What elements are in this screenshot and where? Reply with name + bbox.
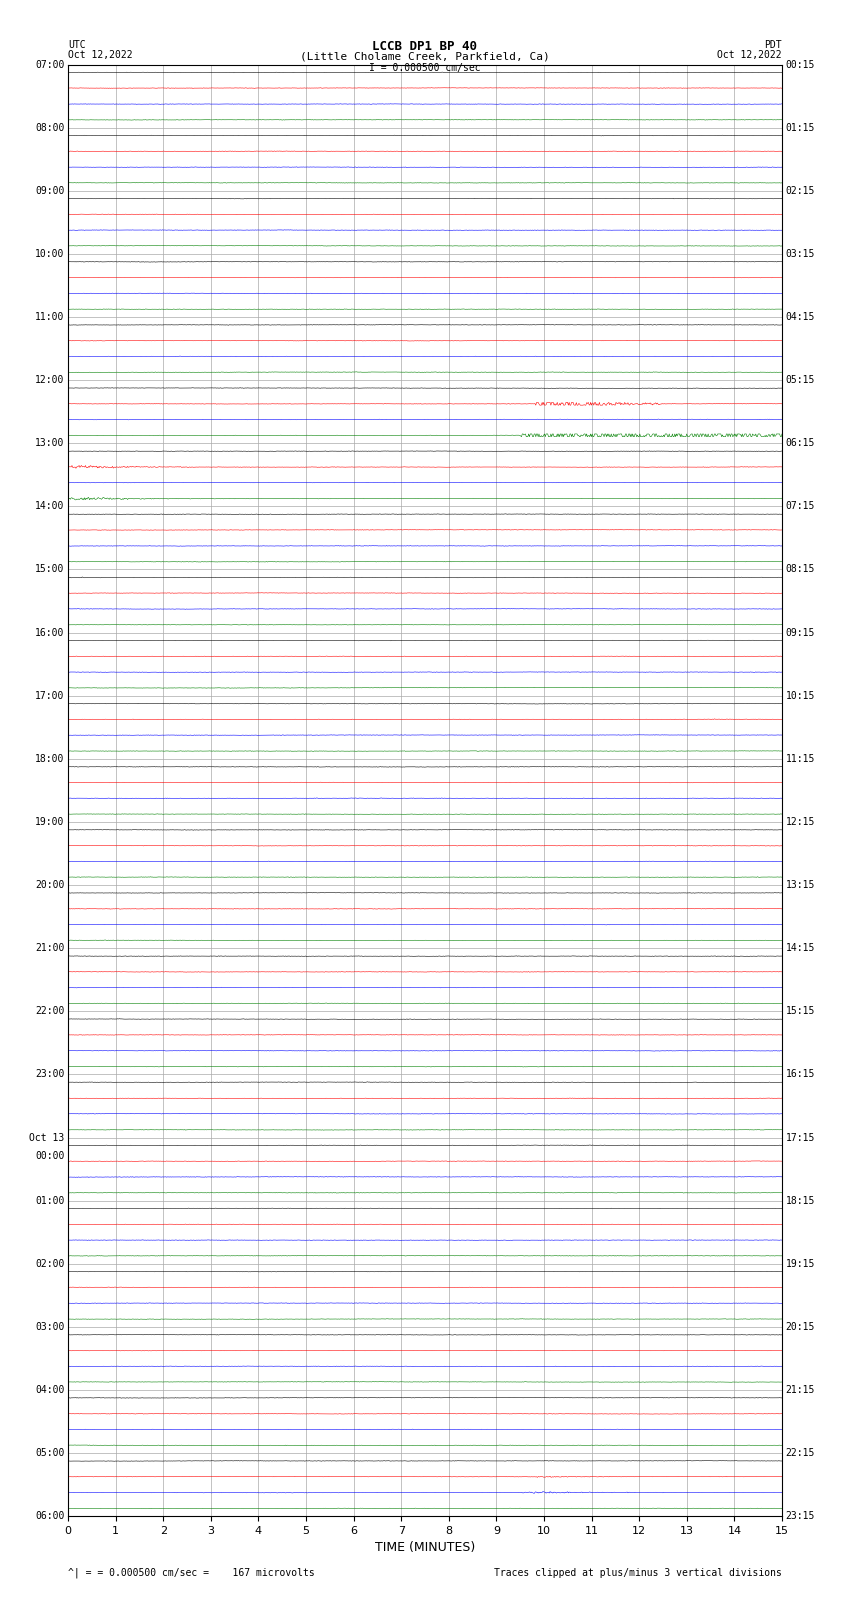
Text: 10:15: 10:15 <box>785 690 815 700</box>
Text: 01:00: 01:00 <box>35 1195 65 1205</box>
Text: LCCB DP1 BP 40: LCCB DP1 BP 40 <box>372 40 478 53</box>
Text: 19:15: 19:15 <box>785 1258 815 1269</box>
Text: 17:00: 17:00 <box>35 690 65 700</box>
Text: 02:00: 02:00 <box>35 1258 65 1269</box>
Text: 07:00: 07:00 <box>35 60 65 69</box>
Text: 14:00: 14:00 <box>35 502 65 511</box>
Text: 05:00: 05:00 <box>35 1448 65 1458</box>
Text: 23:00: 23:00 <box>35 1069 65 1079</box>
Text: 12:00: 12:00 <box>35 376 65 386</box>
Text: 03:00: 03:00 <box>35 1323 65 1332</box>
Text: 15:00: 15:00 <box>35 565 65 574</box>
Text: 03:15: 03:15 <box>785 248 815 258</box>
Text: 13:00: 13:00 <box>35 439 65 448</box>
Text: 18:15: 18:15 <box>785 1195 815 1205</box>
Text: 05:15: 05:15 <box>785 376 815 386</box>
Text: 10:00: 10:00 <box>35 248 65 258</box>
X-axis label: TIME (MINUTES): TIME (MINUTES) <box>375 1542 475 1555</box>
Text: 06:00: 06:00 <box>35 1511 65 1521</box>
Text: I = 0.000500 cm/sec: I = 0.000500 cm/sec <box>369 63 481 73</box>
Text: Traces clipped at plus/minus 3 vertical divisions: Traces clipped at plus/minus 3 vertical … <box>494 1568 782 1578</box>
Text: 04:00: 04:00 <box>35 1386 65 1395</box>
Text: 12:15: 12:15 <box>785 816 815 827</box>
Text: (Little Cholame Creek, Parkfield, Ca): (Little Cholame Creek, Parkfield, Ca) <box>300 52 550 61</box>
Text: 02:15: 02:15 <box>785 185 815 195</box>
Text: 00:00: 00:00 <box>35 1152 65 1161</box>
Text: Oct 13: Oct 13 <box>29 1132 65 1142</box>
Text: 20:15: 20:15 <box>785 1323 815 1332</box>
Text: 16:15: 16:15 <box>785 1069 815 1079</box>
Text: 09:15: 09:15 <box>785 627 815 637</box>
Text: 08:15: 08:15 <box>785 565 815 574</box>
Text: 16:00: 16:00 <box>35 627 65 637</box>
Text: 23:15: 23:15 <box>785 1511 815 1521</box>
Text: 13:15: 13:15 <box>785 881 815 890</box>
Text: UTC: UTC <box>68 40 86 50</box>
Text: 21:15: 21:15 <box>785 1386 815 1395</box>
Text: 04:15: 04:15 <box>785 311 815 323</box>
Text: 20:00: 20:00 <box>35 881 65 890</box>
Text: 18:00: 18:00 <box>35 753 65 765</box>
Text: 06:15: 06:15 <box>785 439 815 448</box>
Text: 07:15: 07:15 <box>785 502 815 511</box>
Text: 15:15: 15:15 <box>785 1007 815 1016</box>
Text: 08:00: 08:00 <box>35 123 65 132</box>
Text: 22:00: 22:00 <box>35 1007 65 1016</box>
Text: 17:15: 17:15 <box>785 1132 815 1142</box>
Text: 01:15: 01:15 <box>785 123 815 132</box>
Text: Oct 12,2022: Oct 12,2022 <box>717 50 782 60</box>
Text: 09:00: 09:00 <box>35 185 65 195</box>
Text: 11:15: 11:15 <box>785 753 815 765</box>
Text: 19:00: 19:00 <box>35 816 65 827</box>
Text: 11:00: 11:00 <box>35 311 65 323</box>
Text: PDT: PDT <box>764 40 782 50</box>
Text: 14:15: 14:15 <box>785 944 815 953</box>
Text: ^| = = 0.000500 cm/sec =    167 microvolts: ^| = = 0.000500 cm/sec = 167 microvolts <box>68 1566 314 1578</box>
Text: 22:15: 22:15 <box>785 1448 815 1458</box>
Text: Oct 12,2022: Oct 12,2022 <box>68 50 133 60</box>
Text: 21:00: 21:00 <box>35 944 65 953</box>
Text: 00:15: 00:15 <box>785 60 815 69</box>
